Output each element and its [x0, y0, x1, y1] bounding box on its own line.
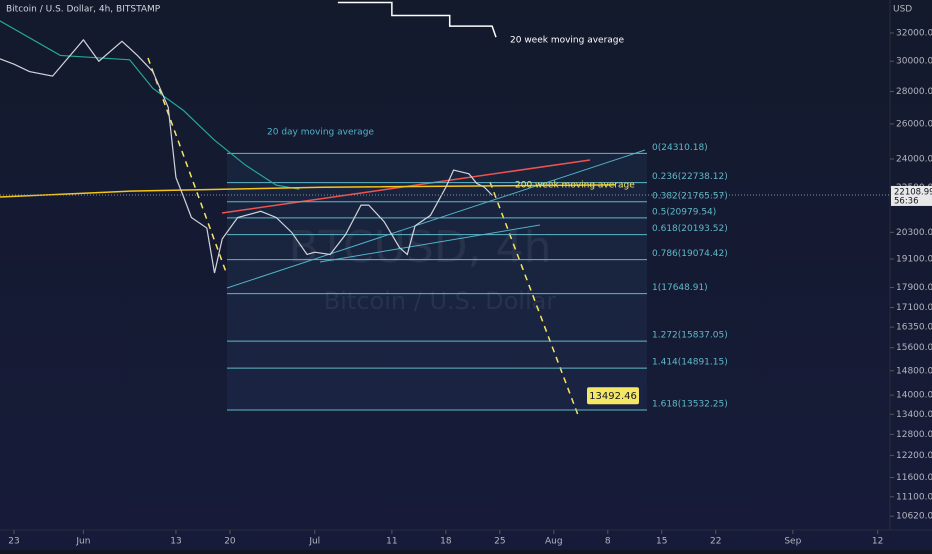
countdown: 56:36 — [894, 196, 919, 206]
fib-fills — [227, 153, 647, 411]
fib-zone — [227, 153, 647, 183]
last-price-label: 22108.99 — [894, 187, 932, 197]
fib-zone — [227, 259, 647, 294]
y-tick-label: 32000.00 — [896, 28, 932, 38]
fib-label: 0.5(20979.54) — [652, 207, 716, 217]
x-tick-label: 15 — [656, 537, 667, 547]
fib-label: 0.618(20193.52) — [652, 224, 728, 234]
y-tick-label: 26000.00 — [896, 119, 932, 129]
x-tick-label: 8 — [605, 537, 611, 547]
target-label: 13492.46 — [589, 391, 637, 402]
x-tick-label: 20 — [224, 537, 236, 547]
currency: USD — [893, 5, 912, 15]
fib-zone — [227, 234, 647, 260]
x-tick-label: Aug — [545, 537, 563, 547]
target-box — [587, 387, 639, 405]
y-tick-label: 11600.00 — [896, 473, 932, 483]
trend-line — [226, 149, 646, 289]
y-tick-label: 17100.00 — [896, 303, 932, 313]
fib-zone — [227, 368, 647, 411]
last-price-box — [891, 185, 932, 206]
fib-label: 0.236(22738.12) — [652, 172, 728, 182]
projection-line — [489, 181, 579, 416]
x-tick-label: 12 — [872, 537, 883, 547]
ma-20-week — [337, 1, 497, 38]
y-tick-label: 17900.00 — [896, 283, 932, 293]
fib-label: 0.382(21765.57) — [652, 191, 728, 201]
x-tick-label: Jun — [75, 537, 90, 547]
price — [0, 38, 493, 274]
y-tick-label: 12800.00 — [896, 430, 932, 440]
x-tick-label: Sep — [784, 537, 801, 547]
y-tick-label: 30000.00 — [896, 57, 932, 67]
y-tick-label: 14800.00 — [896, 366, 932, 376]
y-tick-label: 16350.00 — [896, 323, 932, 333]
fib-label: 1.414(14891.15) — [652, 358, 728, 368]
fib-label: 0(24310.18) — [652, 143, 708, 153]
y-tick-label: 12200.00 — [896, 451, 932, 461]
fib-label: 1.272(15837.05) — [652, 331, 728, 341]
ma-200-week — [0, 184, 616, 198]
fib-zone — [227, 341, 647, 369]
x-tick-label: 22 — [710, 537, 721, 547]
x-tick-label: 11 — [386, 537, 397, 547]
x-tick-label: 13 — [170, 537, 181, 547]
y-tick-label: 14000.00 — [896, 391, 932, 401]
fib-label: 1(17648.91) — [652, 283, 708, 293]
y-tick-label: 28000.00 — [896, 87, 932, 97]
y-tick-label: 11100.00 — [896, 492, 932, 502]
fib-label: 0.786(19074.42) — [652, 249, 728, 259]
y-tick-label: 13400.00 — [896, 410, 932, 420]
x-tick-label: 18 — [440, 537, 452, 547]
fib-label: 1.618(13532.25) — [652, 400, 728, 410]
x-tick-label: 23 — [8, 537, 19, 547]
y-tick-label: 15600.00 — [896, 343, 932, 353]
annotation: 20 day moving average — [267, 128, 374, 138]
y-tick-label: 19100.00 — [896, 255, 932, 265]
trend-line — [319, 224, 541, 263]
symbol-title: Bitcoin / U.S. Dollar, 4h, BITSTAMP — [6, 5, 161, 15]
annotation: 200 week moving average — [515, 181, 635, 191]
fib-zone — [227, 201, 647, 218]
x-tick-label: 25 — [494, 537, 505, 547]
y-tick-label: 20300.00 — [896, 228, 932, 238]
watermark-name: Bitcoin / U.S. Dollar — [324, 287, 557, 315]
y-tick-label: 10620.00 — [896, 512, 932, 522]
fib-zone — [227, 293, 647, 342]
x-tick-label: Jul — [308, 537, 320, 547]
ma-20-day — [0, 20, 300, 190]
annotation: 20 week moving average — [510, 36, 625, 46]
fib-zone — [227, 217, 647, 235]
y-tick-label: 24000.00 — [896, 154, 932, 164]
